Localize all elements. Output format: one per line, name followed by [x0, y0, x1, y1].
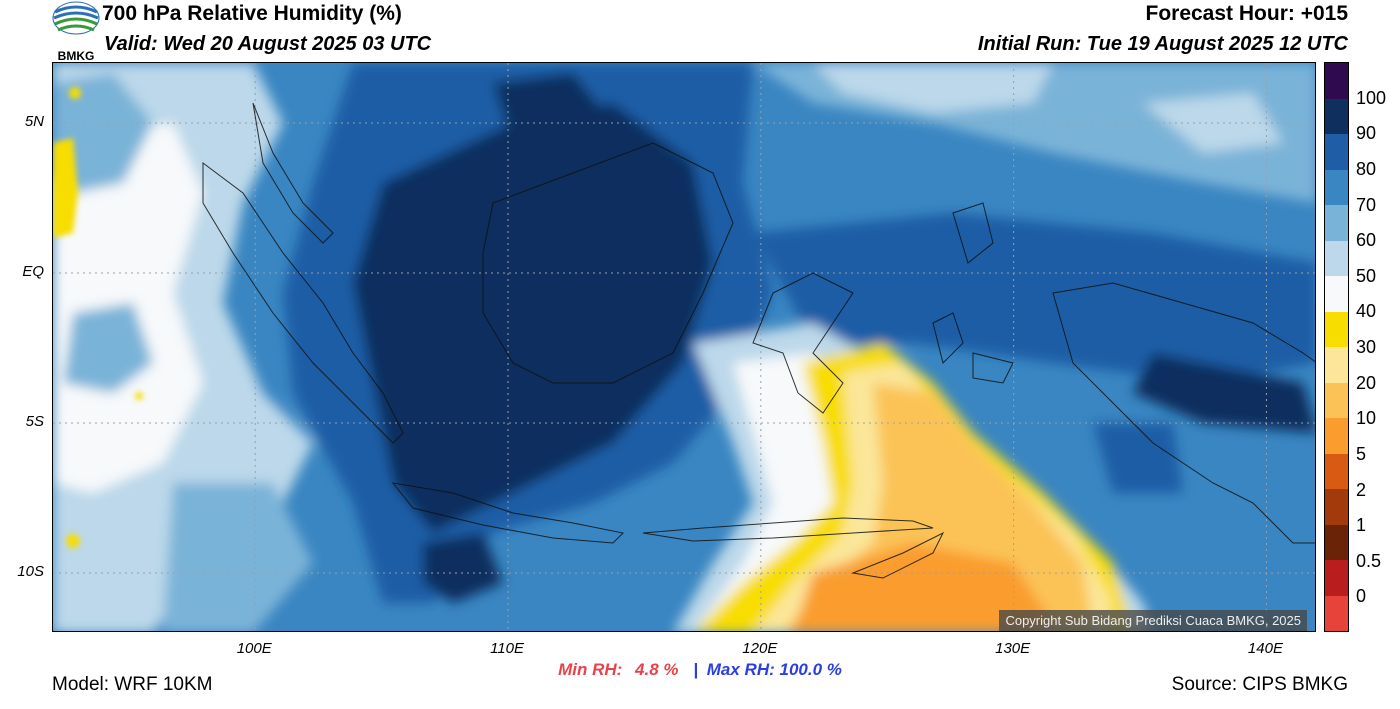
colorbar-tick-label: 0.5 — [1356, 550, 1382, 571]
colorbar-segment — [1325, 489, 1348, 525]
colorbar-tick-label: 80 — [1356, 158, 1377, 179]
lat-tick-label: 5N — [24, 113, 44, 130]
colorbar-tick-label: 0 — [1356, 586, 1367, 607]
stats-separator: | — [693, 660, 699, 679]
colorbar-tick-label: 30 — [1356, 337, 1377, 357]
chart-title: 700 hPa Relative Humidity (%) — [102, 2, 402, 25]
colorbar-segment — [1325, 240, 1348, 276]
bmkg-logo-icon: BMKG — [50, 0, 102, 63]
min-rh-label: Min RH: — [558, 660, 623, 679]
model-label: Model: WRF 10KM — [52, 674, 213, 695]
max-rh-label: Max RH: 100.0 % — [706, 660, 842, 679]
colorbar-tick-label: 90 — [1356, 123, 1377, 144]
colorbar-segment — [1325, 595, 1348, 631]
colorbar-tick-label: 5 — [1356, 443, 1367, 464]
colorbar-segment — [1325, 524, 1348, 560]
valid-time: Valid: Wed 20 August 2025 03 UTC — [104, 33, 432, 55]
source-label: Source: CIPS BMKG — [1171, 674, 1348, 695]
colorbar-tick-label: 50 — [1356, 265, 1377, 286]
colorbar-tick-label: 70 — [1356, 194, 1377, 215]
colorbar-tick-label: 40 — [1356, 301, 1377, 322]
initial-run: Initial Run: Tue 19 August 2025 12 UTC — [977, 33, 1348, 55]
colorbar-segment — [1325, 276, 1348, 312]
colorbar-segment — [1325, 63, 1348, 99]
colorbar-tick-label: 20 — [1356, 372, 1377, 393]
forecast-hour: Forecast Hour: +015 — [1145, 2, 1349, 25]
colorbar-segment — [1325, 134, 1348, 170]
min-rh-value: 4.8 % — [635, 660, 679, 679]
humidity-map: Copyright Sub Bidang Prediksi Cuaca BMKG… — [52, 62, 1316, 632]
lon-tick-label: 110E — [490, 640, 524, 657]
lon-tick-label: 100E — [236, 640, 272, 657]
lat-tick-label: 5S — [25, 413, 44, 430]
lon-tick-label: 130E — [995, 640, 1031, 657]
colorbar-tick-label: 100 — [1356, 87, 1387, 108]
colorbar-segment — [1325, 453, 1348, 489]
rh-stats: Min RH: 4.8 % | Max RH: 100.0 % — [0, 660, 1400, 680]
colorbar-tick-label: 10 — [1356, 408, 1377, 429]
colorbar-segment — [1325, 418, 1348, 454]
colorbar-segment — [1325, 169, 1348, 205]
lat-tick-label: EQ — [22, 263, 44, 280]
colorbar-segment — [1325, 560, 1348, 596]
lon-tick-label: 140E — [1247, 640, 1283, 657]
colorbar-tick-label: 60 — [1356, 230, 1377, 251]
colorbar-segment — [1325, 382, 1348, 418]
logo-text: BMKG — [58, 49, 95, 62]
colorbar-segment — [1325, 98, 1348, 134]
colorbar-tick-label: 1 — [1356, 515, 1367, 536]
colorbar — [1324, 62, 1349, 632]
colorbar-segment — [1325, 205, 1348, 241]
colorbar-tick-label: 2 — [1356, 479, 1367, 500]
colorbar-segment — [1325, 347, 1348, 383]
lon-tick-label: 120E — [742, 640, 778, 657]
colorbar-segment — [1325, 311, 1348, 347]
copyright-notice: Copyright Sub Bidang Prediksi Cuaca BMKG… — [999, 610, 1307, 631]
coastlines — [202, 102, 1315, 579]
lat-tick-label: 10S — [17, 563, 44, 580]
